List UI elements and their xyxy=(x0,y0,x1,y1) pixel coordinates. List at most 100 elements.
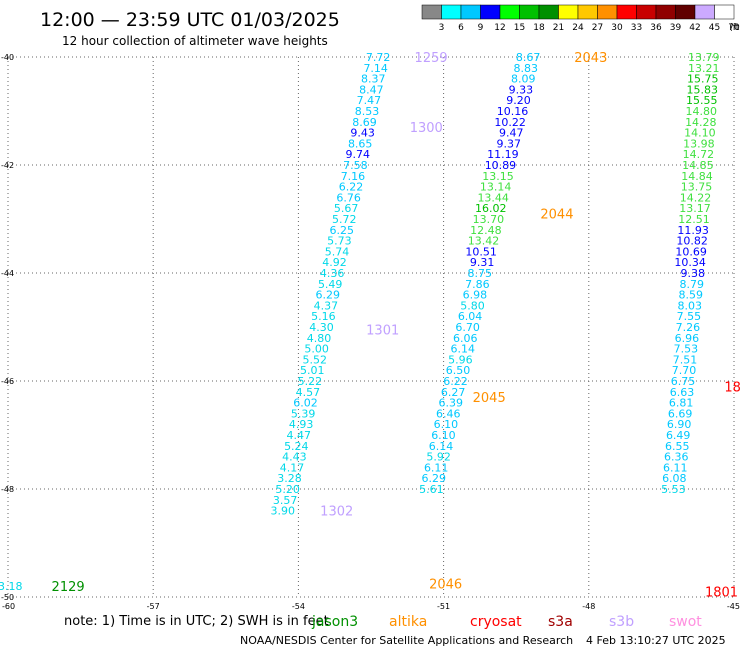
wave-height-point: 8.75 xyxy=(468,267,493,280)
legend-swatch-label: 6 xyxy=(458,23,464,33)
wave-height-point: 13.79 xyxy=(688,51,720,64)
wave-height-point: 4.17 xyxy=(280,461,305,474)
y-tick-label: -46 xyxy=(1,377,14,386)
wave-height-point: 6.29 xyxy=(316,289,341,302)
pass-time-label: 2046 xyxy=(429,578,462,593)
wave-height-point: 7.86 xyxy=(465,278,490,291)
wave-height-point: 9.74 xyxy=(346,148,371,161)
wave-height-point: 13.98 xyxy=(683,137,715,150)
wave-height-point: 5.16 xyxy=(311,310,336,323)
wave-height-point: 9.37 xyxy=(497,137,522,150)
wave-height-point: 14.10 xyxy=(684,127,716,140)
wave-height-point: 10.82 xyxy=(676,235,708,248)
wave-height-point: 13.75 xyxy=(681,181,713,194)
wave-height-point: 5.72 xyxy=(332,213,357,226)
legend-swatch-label: 12 xyxy=(494,23,505,33)
wave-height-point: 4.47 xyxy=(286,429,311,442)
wave-height-point: 4.80 xyxy=(307,332,332,345)
wave-height-point: 4.37 xyxy=(314,299,339,312)
wave-height-point: 5.49 xyxy=(318,278,343,291)
wave-height-point: 6.70 xyxy=(455,321,480,334)
pass-time-label: 180 xyxy=(724,380,740,395)
wave-height-point: 16.02 xyxy=(475,202,507,215)
wave-height-point: 8.09 xyxy=(511,73,536,86)
legend-swatch-label: 27 xyxy=(592,23,603,33)
wave-height-point: 5.61 xyxy=(419,483,444,496)
wave-height-point: 6.75 xyxy=(671,375,696,388)
wave-height-point: 4.93 xyxy=(289,418,314,431)
wave-height-point: 9.33 xyxy=(509,83,534,96)
wave-height-point: 9.20 xyxy=(506,94,531,107)
wave-height-point: 4.36 xyxy=(320,267,345,280)
legend-swatch-label: 33 xyxy=(631,23,642,33)
satellite-name: jason3 xyxy=(311,614,358,630)
wave-height-point: 5.20 xyxy=(275,483,300,496)
pass-time-label: 2045 xyxy=(473,391,506,406)
wave-height-point: 15.55 xyxy=(686,94,718,107)
wave-height-point: 6.27 xyxy=(441,386,466,399)
satellite-name: s3b xyxy=(609,614,634,630)
wave-height-point: 10.69 xyxy=(675,245,707,258)
wave-height-point: 5.67 xyxy=(334,202,359,215)
wave-height-point: 6.10 xyxy=(434,418,459,431)
legend-swatch xyxy=(714,4,735,20)
wave-height-point: 7.72 xyxy=(366,51,391,64)
wave-height-point: 13.70 xyxy=(473,213,505,226)
chart-subtitle: 12 hour collection of altimeter wave hei… xyxy=(62,34,328,48)
footer-note: note: 1) Time is in UTC; 2) SWH is in fe… xyxy=(64,614,329,629)
legend-swatch xyxy=(655,4,676,20)
wave-height-point: 6.39 xyxy=(438,397,463,410)
wave-height-point: 7.58 xyxy=(343,159,368,172)
legend-unit: (ft) xyxy=(729,23,740,33)
x-tick-label: -51 xyxy=(437,602,450,611)
chart-title: 12:00 — 23:59 UTC 01/03/2025 xyxy=(40,9,340,31)
wave-height-point: 6.50 xyxy=(446,364,471,377)
legend-swatch xyxy=(675,4,696,20)
legend-swatch xyxy=(538,4,559,20)
axis-ticks: -60 -57 -54 -51 -48 -45 -40 -42 -44 -46 -48 -50 xyxy=(1,53,740,611)
legend-swatch-label: 36 xyxy=(650,23,662,33)
legend-swatch-label: 42 xyxy=(689,23,700,33)
legend-swatch-label: 21 xyxy=(553,23,564,33)
wave-height-point: 7.70 xyxy=(672,364,697,377)
wave-height-point: 6.69 xyxy=(668,407,693,420)
wave-height-point: 7.53 xyxy=(674,343,699,356)
wave-height-point: 6.25 xyxy=(330,224,355,237)
y-tick-label: -48 xyxy=(1,485,14,494)
wave-height-point: 5.92 xyxy=(426,451,451,464)
legend-swatch xyxy=(421,4,442,20)
y-tick-label: -50 xyxy=(1,593,14,602)
wave-height-point: 10.89 xyxy=(485,159,517,172)
wave-height-point: 15.75 xyxy=(687,73,719,86)
y-tick-label: -44 xyxy=(1,269,14,278)
wave-height-point: 12.51 xyxy=(678,213,710,226)
wave-height-point: 4.43 xyxy=(282,451,307,464)
legend-swatch xyxy=(616,4,637,20)
wave-height-point: 6.29 xyxy=(422,472,447,485)
legend-swatch-label: 3 xyxy=(439,23,445,33)
footer-credit: NOAA/NESDIS Center for Satellite Applica… xyxy=(240,634,573,647)
wave-height-point: 5.39 xyxy=(291,407,316,420)
pass-time-label: 1301 xyxy=(366,324,399,339)
wave-height-point: 6.14 xyxy=(429,440,454,453)
legend-swatch xyxy=(597,4,618,20)
wave-height-point: 6.63 xyxy=(670,386,695,399)
legend-swatch-label: 30 xyxy=(611,23,623,33)
wave-height-point: 10.51 xyxy=(465,245,497,258)
wave-height-point: 9.47 xyxy=(499,127,524,140)
wave-height-point: 13.44 xyxy=(477,191,509,204)
pass-time-label: 2129 xyxy=(52,580,85,595)
x-tick-label: -45 xyxy=(727,602,740,611)
wave-height-point: 5.80 xyxy=(460,299,485,312)
wave-height-point: 6.46 xyxy=(436,407,461,420)
wave-height-point: 9.43 xyxy=(350,127,375,140)
wave-height-point: 6.90 xyxy=(667,418,692,431)
wave-height-point: 10.34 xyxy=(674,256,706,269)
wave-height-point: 13.15 xyxy=(482,170,514,183)
pass-time-label: 2043 xyxy=(574,51,607,66)
pass-time-label: 1302 xyxy=(320,505,353,520)
satellite-name: cryosat xyxy=(470,614,522,630)
wave-height-point: 6.22 xyxy=(339,181,364,194)
wave-height-point: 5.74 xyxy=(325,245,350,258)
